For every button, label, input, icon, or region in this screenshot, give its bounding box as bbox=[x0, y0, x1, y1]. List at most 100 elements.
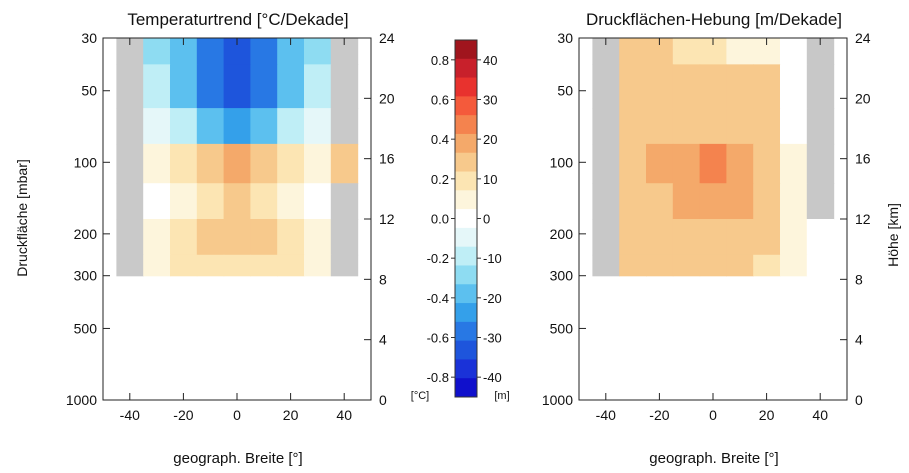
colorbar-swatch bbox=[455, 246, 477, 266]
right-x-tick-label: 20 bbox=[759, 407, 775, 423]
colorbar-temp-label: 0.6 bbox=[431, 93, 449, 108]
colorbar-swatch bbox=[455, 340, 477, 360]
right-y-tick-label: 50 bbox=[557, 83, 573, 99]
left-y2-tick-label: 16 bbox=[379, 151, 395, 167]
left-heatmap-cell bbox=[116, 143, 144, 184]
right-heatmap-cell bbox=[699, 143, 727, 184]
left-heatmap-cell bbox=[116, 219, 144, 256]
left-heatmap-cell bbox=[223, 108, 251, 145]
right-heatmap-cell bbox=[672, 143, 701, 184]
left-x-tick-label: 0 bbox=[233, 407, 241, 423]
colorbar-height-label: 0 bbox=[483, 212, 490, 227]
right-heatmap-cell bbox=[646, 143, 674, 184]
left-heatmap-cell bbox=[250, 108, 278, 145]
right-heatmap-cell bbox=[619, 64, 647, 109]
colorbar-height-label: -30 bbox=[483, 331, 502, 346]
left-y-tick-label: 100 bbox=[74, 154, 98, 170]
colorbar-swatch bbox=[455, 133, 477, 154]
colorbar-swatch bbox=[455, 284, 477, 304]
colorbar-temp-label: 0.8 bbox=[431, 53, 449, 68]
colorbar-swatch bbox=[455, 115, 477, 135]
right-heatmap-cell bbox=[699, 254, 727, 277]
right-y-tick-label: 200 bbox=[550, 226, 574, 242]
left-heatmap-cell bbox=[304, 64, 332, 109]
right-y-tick-label: 30 bbox=[557, 30, 573, 46]
right-panel-title: Druckflächen-Hebung [m/Dekade] bbox=[586, 10, 842, 29]
right-heatmap-cell bbox=[672, 38, 701, 65]
left-y-tick-label: 300 bbox=[74, 268, 98, 284]
left-heatmap-cell bbox=[304, 219, 332, 256]
colorbar-swatch bbox=[455, 152, 477, 173]
left-heatmap-cell bbox=[170, 219, 198, 256]
colorbar-swatch bbox=[455, 77, 477, 97]
right-heatmap-cell bbox=[592, 219, 620, 256]
colorbar-swatch bbox=[455, 209, 477, 229]
right-heatmap-cell bbox=[726, 64, 754, 109]
colorbar-temp-label: 0.2 bbox=[431, 172, 449, 187]
right-heatmap-cell bbox=[780, 254, 808, 277]
left-heatmap-cell bbox=[223, 183, 251, 220]
left-heatmap-cell bbox=[143, 183, 171, 220]
right-heatmap-cell bbox=[726, 254, 754, 277]
left-heatmap-cell bbox=[196, 108, 225, 145]
left-heatmap-cell bbox=[143, 64, 171, 109]
left-heatmap-cell bbox=[223, 254, 251, 277]
left-heatmap-cell bbox=[330, 183, 359, 220]
colorbar-temp-label: 0.0 bbox=[431, 212, 449, 227]
right-heatmap-cell bbox=[753, 108, 781, 145]
right-heatmap-cell bbox=[646, 183, 674, 220]
right-x-tick-label: 40 bbox=[812, 407, 828, 423]
right-heatmap-cell bbox=[780, 183, 808, 220]
left-y2-tick-label: 20 bbox=[379, 90, 395, 106]
right-heatmap-cell bbox=[699, 183, 727, 220]
right-y2-tick-label: 0 bbox=[855, 392, 863, 408]
left-x-tick-label: 40 bbox=[336, 407, 352, 423]
right-heatmap-cell bbox=[726, 108, 754, 145]
left-heatmap-cell bbox=[143, 38, 171, 65]
colorbar: 0.8 40 0.6 30 0.4 20 0.2 10 0.0 0 -0.2 -10 -0.4 -20 -0… bbox=[427, 39, 502, 398]
right-heatmap-cell bbox=[780, 108, 808, 145]
right-heatmap-cell bbox=[672, 254, 701, 277]
right-y2-tick-label: 12 bbox=[855, 211, 871, 227]
left-heatmap-cell bbox=[116, 254, 144, 277]
right-heatmap-cell bbox=[619, 183, 647, 220]
right-heatmap-cell bbox=[780, 64, 808, 109]
right-y-tick-label: 100 bbox=[550, 154, 574, 170]
left-panel-title: Temperaturtrend [°C/Dekade] bbox=[127, 10, 348, 29]
right-heatmap-cell bbox=[592, 254, 620, 277]
left-heatmap-cell bbox=[330, 108, 359, 145]
right-heatmap-cell bbox=[592, 64, 620, 109]
left-heatmap-cell bbox=[196, 183, 225, 220]
colorbar-temp-label: 0.4 bbox=[431, 132, 449, 147]
left-heatmap-cell bbox=[277, 254, 305, 277]
right-heatmap-cell bbox=[753, 143, 781, 184]
colorbar-swatch bbox=[455, 40, 477, 60]
colorbar-swatch bbox=[455, 303, 477, 323]
left-y2-tick-label: 12 bbox=[379, 211, 395, 227]
left-y2-tick-label: 8 bbox=[379, 271, 387, 287]
right-heatmap-cell bbox=[699, 64, 727, 109]
right-heatmap-cell bbox=[592, 143, 620, 184]
left-y2-tick-label: 0 bbox=[379, 392, 387, 408]
colorbar-height-label: -20 bbox=[483, 291, 502, 306]
left-heatmap-cell bbox=[170, 64, 198, 109]
right-heatmap-cell bbox=[646, 219, 674, 256]
colorbar-swatch bbox=[455, 96, 477, 116]
colorbar-height-label: -10 bbox=[483, 251, 502, 266]
colorbar-swatch bbox=[455, 359, 477, 379]
left-heatmap-cell bbox=[330, 64, 359, 109]
right-y2-tick-label: 8 bbox=[855, 271, 863, 287]
left-y-tick-label: 50 bbox=[81, 83, 97, 99]
y-axis-right-label: Höhe [km] bbox=[885, 203, 901, 267]
left-x-axis-label: geograph. Breite [°] bbox=[173, 450, 302, 467]
colorbar-swatch bbox=[455, 378, 477, 398]
right-heatmap-cell bbox=[672, 64, 701, 109]
right-y2-tick-label: 24 bbox=[855, 30, 871, 46]
left-heatmap-cell bbox=[304, 143, 332, 184]
colorbar-swatch bbox=[455, 190, 477, 210]
right-y2-tick-label: 20 bbox=[855, 90, 871, 106]
right-heatmap-cell bbox=[753, 64, 781, 109]
right-y-tick-label: 300 bbox=[550, 268, 574, 284]
left-heatmap-cell bbox=[196, 254, 225, 277]
colorbar-height-label: 10 bbox=[483, 172, 497, 187]
